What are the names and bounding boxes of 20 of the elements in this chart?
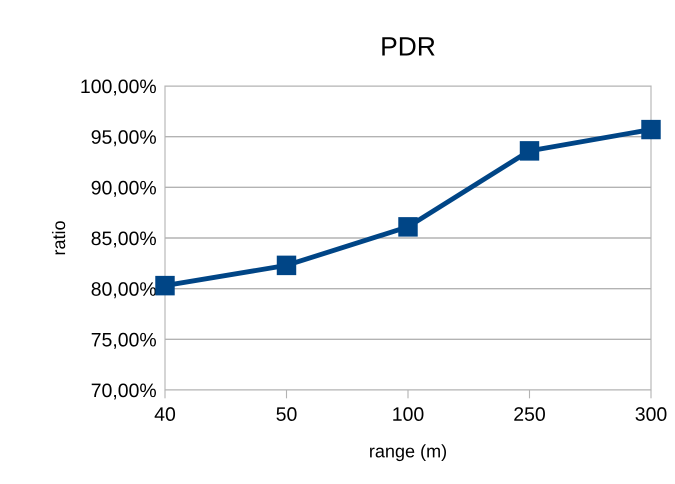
y-tick-label: 70,00% [92, 383, 156, 400]
x-tick-label: 40 [154, 407, 176, 421]
y-tick-label: 100,00% [81, 79, 156, 96]
point [520, 141, 540, 161]
y-tick-label: 75,00% [92, 332, 156, 349]
x-tick-label: 50 [276, 407, 297, 421]
x-tick-label: 300 [636, 407, 666, 421]
chart-title: PDR [382, 37, 435, 56]
point [155, 276, 175, 296]
y-tick-label: 85,00% [92, 231, 156, 248]
y-tick-label: 90,00% [92, 180, 156, 197]
y-axis-title: ratio [52, 221, 66, 254]
y-tick-label: 80,00% [92, 282, 156, 298]
point [276, 256, 296, 276]
point [398, 217, 418, 237]
y-tick-label: 95,00% [92, 130, 156, 146]
x-tick-label: 100 [393, 407, 424, 421]
x-axis-title: range (m) [370, 444, 446, 462]
x-tick-label: 250 [514, 407, 545, 421]
point [641, 120, 661, 140]
